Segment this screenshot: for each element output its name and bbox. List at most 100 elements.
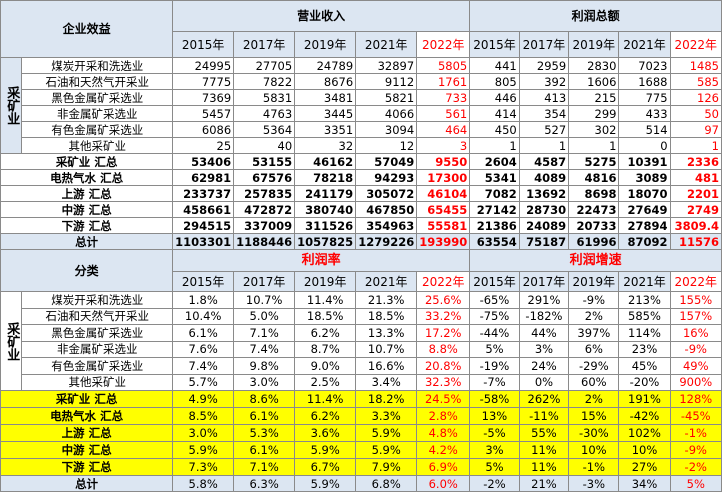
profit-cell: 414 [469,105,520,122]
growth-cell: 5% [469,458,520,476]
growth-cell: -9% [669,340,722,358]
revenue-cell: 25 [172,137,235,154]
profit-cell: 2201 [669,185,722,202]
growth-cell: -5% [469,424,520,442]
revenue-cell: 8676 [294,73,357,90]
revenue-cell: 9550 [416,153,471,170]
growth-cell: 11% [518,458,570,476]
profit-cell: 2336 [669,153,722,170]
growth-total-cell: -3% [568,475,620,492]
profit-cell: 1 [669,137,722,154]
margin-cell: 8.8% [416,340,471,358]
growth-cell: -7% [469,373,520,391]
revenue-cell: 24789 [294,57,357,74]
summary-label: 中游 汇总 [0,441,174,459]
growth-cell: -65% [469,291,520,309]
bottom-left-title: 分类 [0,249,174,292]
row-label: 有色金属矿采选业 [21,357,174,375]
revenue-cell: 7822 [233,73,296,90]
revenue-total-cell: 1103301 [172,233,235,250]
margin-cell: 8.7% [294,340,357,358]
margin-cell: 33.2% [416,307,471,325]
revenue-cell: 241179 [294,185,357,202]
profit-cell: 5275 [568,153,620,170]
margin-cell: 7.1% [233,458,296,476]
growth-cell: 262% [518,390,570,408]
revenue-cell: 354963 [355,217,418,234]
revenue-cell: 7775 [172,73,235,90]
revenue-cell: 46104 [416,185,471,202]
summary-label: 采矿业 汇总 [0,390,174,408]
profit-cell: 5341 [469,169,520,186]
revenue-cell: 32 [294,137,357,154]
row-label: 有色金属矿采选业 [21,121,174,138]
revenue-cell: 467850 [355,201,418,218]
profit-cell: 2749 [669,201,722,218]
growth-cell: 397% [568,324,620,342]
growth-cell: 191% [618,390,671,408]
revenue-total-cell: 1279226 [355,233,418,250]
margin-cell: 6.9% [416,458,471,476]
year-header-top-0-3: 2021年 [355,31,418,58]
growth-cell: -58% [469,390,520,408]
revenue-cell: 4763 [233,105,296,122]
margin-total-cell: 6.0% [416,475,471,492]
revenue-cell: 40 [233,137,296,154]
growth-cell: 3% [469,441,520,459]
growth-total-cell: 21% [518,475,570,492]
revenue-cell: 5831 [233,89,296,106]
growth-cell: 2% [568,307,620,325]
row-label: 其他采矿业 [21,137,174,154]
margin-cell: 5.0% [233,307,296,325]
profit-cell: 13692 [518,185,570,202]
total-label: 总计 [0,475,174,492]
growth-title: 利润增速 [469,249,722,272]
row-label: 煤炭开采和洗选业 [21,291,174,309]
growth-cell: -30% [568,424,620,442]
revenue-cell: 7369 [172,89,235,106]
profit-cell: 21386 [469,217,520,234]
growth-cell: 5% [469,340,520,358]
profit-cell: 126 [669,89,722,106]
growth-cell: 128% [669,390,722,408]
margin-cell: 5.9% [294,441,357,459]
profit-cell: 50 [669,105,722,122]
profit-cell: 215 [568,89,620,106]
growth-cell: -11% [518,407,570,425]
profit-cell: 7082 [469,185,520,202]
profit-cell: 450 [469,121,520,138]
mining-group-label: 采矿业 [0,57,23,154]
growth-cell: -2% [669,458,722,476]
profit-total-cell: 75187 [518,233,570,250]
profit-cell: 514 [618,121,671,138]
revenue-cell: 1761 [416,73,471,90]
growth-cell: 55% [518,424,570,442]
margin-cell: 7.6% [172,340,235,358]
margin-cell: 7.3% [172,458,235,476]
revenue-cell: 27705 [233,57,296,74]
profit-cell: 4587 [518,153,570,170]
growth-cell: 44% [518,324,570,342]
year-header-bottom-0-1: 2017年 [233,271,296,292]
row-label: 其他采矿业 [21,373,174,391]
margin-cell: 8.6% [233,390,296,408]
revenue-total-cell: 1057825 [294,233,357,250]
revenue-cell: 5821 [355,89,418,106]
profit-cell: 2830 [568,57,620,74]
revenue-cell: 472872 [233,201,296,218]
profit-total-cell: 63554 [469,233,520,250]
growth-cell: 0% [518,373,570,391]
year-header-top-0-2: 2019年 [294,31,357,58]
year-header-bottom-1-2: 2019年 [568,271,620,292]
profit-cell: 97 [669,121,722,138]
margin-title: 利润率 [172,249,471,272]
margin-cell: 11.4% [294,291,357,309]
margin-cell: 5.9% [355,441,418,459]
margin-total-cell: 5.8% [172,475,235,492]
growth-cell: -75% [469,307,520,325]
margin-cell: 3.0% [233,373,296,391]
profit-cell: 4089 [518,169,570,186]
profit-cell: 2959 [518,57,570,74]
margin-cell: 32.3% [416,373,471,391]
profit-cell: 441 [469,57,520,74]
